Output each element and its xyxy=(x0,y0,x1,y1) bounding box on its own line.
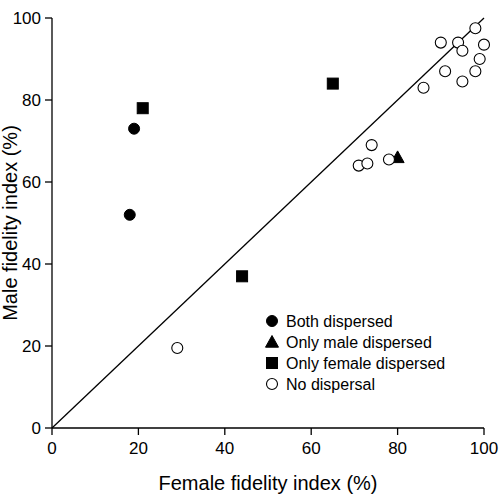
y-tick xyxy=(45,17,52,18)
point xyxy=(172,343,183,354)
x-tick-label: 0 xyxy=(47,439,56,458)
point xyxy=(124,209,135,220)
point xyxy=(383,154,394,165)
legend-marker xyxy=(267,379,278,390)
points xyxy=(124,23,489,354)
legend-marker xyxy=(267,316,278,327)
point xyxy=(362,158,373,169)
point xyxy=(457,76,468,87)
y-tick xyxy=(45,345,52,346)
x-tick xyxy=(224,428,225,435)
y-tick xyxy=(45,263,52,264)
y-tick-label: 100 xyxy=(13,9,41,28)
y-tick xyxy=(45,427,52,428)
chart: 0 20 40 60 80 100 0 20 40 60 80 100 Female fidelity … xyxy=(0,0,500,500)
y-tick xyxy=(45,99,52,100)
point xyxy=(457,45,468,56)
point xyxy=(237,271,248,282)
x-tick xyxy=(138,428,139,435)
y-axis-label: Male fidelity index (%) xyxy=(0,125,21,321)
x-tick xyxy=(483,428,484,435)
y-tick-label: 80 xyxy=(22,91,41,110)
legend-label: Both dispersed xyxy=(286,313,393,330)
point xyxy=(129,123,140,134)
x-tick xyxy=(51,428,52,435)
chart-svg: 0 20 40 60 80 100 0 20 40 60 80 100 Female fidelity … xyxy=(0,0,500,500)
y-tick-label: 40 xyxy=(22,255,41,274)
x-tick xyxy=(397,428,398,435)
y-tick xyxy=(45,181,52,182)
y-axis xyxy=(51,18,52,428)
y-tick-label: 0 xyxy=(32,419,41,438)
legend-marker xyxy=(267,358,278,369)
point xyxy=(418,82,429,93)
legend-label: Only female dispersed xyxy=(286,355,445,372)
legend-label: No dispersal xyxy=(286,376,375,393)
point xyxy=(479,39,490,50)
x-tick-label: 20 xyxy=(129,439,148,458)
x-axis-label: Female fidelity index (%) xyxy=(159,472,378,494)
x-axis xyxy=(52,427,484,428)
x-tick xyxy=(311,428,312,435)
y-tick-label: 20 xyxy=(22,337,41,356)
x-tick-label: 80 xyxy=(388,439,407,458)
identity-line xyxy=(52,18,484,428)
point xyxy=(440,66,451,77)
point xyxy=(137,103,148,114)
x-tick-label: 100 xyxy=(470,439,498,458)
legend-marker xyxy=(266,336,279,348)
x-tick-label: 40 xyxy=(215,439,234,458)
x-tick-label: 60 xyxy=(302,439,321,458)
y-tick-label: 60 xyxy=(22,173,41,192)
legend: Both dispersed Only male dispersed Only fe… xyxy=(266,313,446,393)
point xyxy=(327,78,338,89)
legend-label: Only male dispersed xyxy=(286,334,432,351)
point xyxy=(474,54,485,65)
point xyxy=(435,37,446,48)
point xyxy=(470,66,481,77)
point xyxy=(366,140,377,151)
point xyxy=(470,23,481,34)
